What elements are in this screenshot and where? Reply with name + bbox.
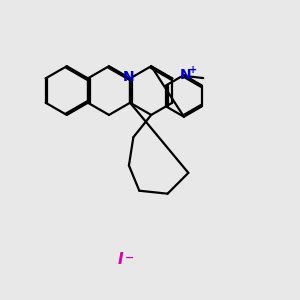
Text: N: N [180, 68, 191, 82]
Text: −: − [125, 253, 134, 262]
Text: +: + [189, 65, 197, 75]
Text: N: N [123, 70, 134, 84]
Text: I: I [118, 253, 123, 268]
